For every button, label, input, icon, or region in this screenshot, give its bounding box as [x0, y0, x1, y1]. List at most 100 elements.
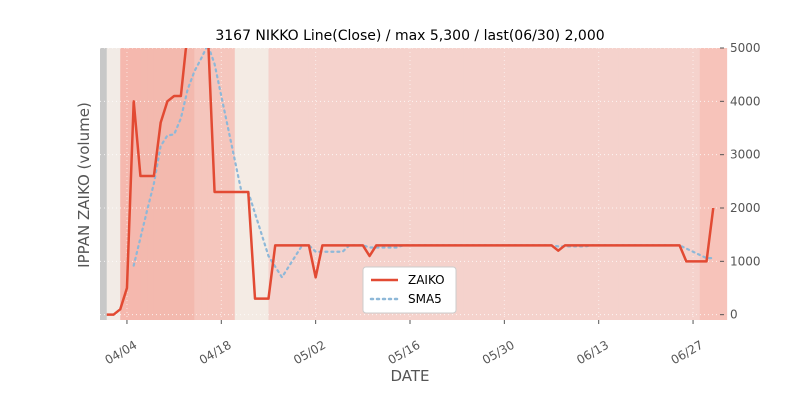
day-band: [106, 48, 114, 320]
day-band: [578, 48, 586, 320]
day-band: [160, 48, 168, 320]
day-band: [693, 48, 701, 320]
day-band: [396, 48, 404, 320]
day-band: [679, 48, 687, 320]
day-band: [470, 48, 478, 320]
day-band: [376, 48, 384, 320]
day-band: [234, 48, 242, 320]
y-axis-label: IPPAN ZAIKO (volume): [75, 102, 93, 268]
day-band: [369, 48, 377, 320]
day-band: [416, 48, 424, 320]
day-band: [133, 48, 141, 320]
day-band: [517, 48, 525, 320]
day-band: [511, 48, 519, 320]
day-band: [201, 48, 209, 320]
day-band: [720, 48, 728, 320]
day-band: [585, 48, 593, 320]
day-band: [383, 48, 391, 320]
day-band: [302, 48, 310, 320]
day-band: [639, 48, 647, 320]
day-band: [214, 48, 222, 320]
day-band: [221, 48, 229, 320]
legend-label-zaiko: ZAIKO: [408, 273, 445, 287]
legend-label-sma5: SMA5: [408, 292, 442, 306]
legend: ZAIKO SMA5: [362, 266, 457, 314]
day-band: [686, 48, 694, 320]
day-band: [706, 48, 714, 320]
day-band: [713, 48, 721, 320]
day-band: [194, 48, 202, 320]
day-band: [261, 48, 269, 320]
day-band: [645, 48, 654, 320]
day-band: [544, 48, 552, 320]
day-band: [463, 48, 472, 320]
day-band: [255, 48, 263, 320]
day-band: [295, 48, 303, 320]
day-band: [443, 48, 451, 320]
day-band: [484, 48, 492, 320]
day-band: [632, 48, 640, 320]
day-band: [241, 48, 249, 320]
day-band: [120, 48, 128, 320]
day-band: [430, 48, 438, 320]
day-band: [605, 48, 613, 320]
day-band: [490, 48, 499, 320]
day-band: [335, 48, 344, 320]
day-band: [450, 48, 458, 320]
series-layer: [106, 48, 715, 316]
day-band: [457, 48, 465, 320]
day-band: [288, 48, 296, 320]
y-tick-label: 4000: [730, 94, 761, 108]
background-bands: [100, 48, 728, 320]
plot-area: [100, 47, 728, 320]
day-band: [625, 48, 633, 320]
day-band: [174, 48, 182, 320]
day-band: [571, 48, 579, 320]
day-band: [538, 48, 546, 320]
day-band: [699, 48, 707, 320]
day-band: [598, 48, 606, 320]
grid: [100, 47, 720, 320]
day-band: [140, 48, 148, 320]
y-tick-label: 1000: [730, 254, 761, 268]
day-band: [477, 48, 485, 320]
day-band: [167, 48, 175, 320]
day-band: [551, 48, 559, 320]
day-band: [100, 48, 108, 320]
y-tick-label: 5000: [730, 41, 761, 55]
day-band: [228, 48, 236, 320]
day-band: [497, 48, 505, 320]
day-band: [356, 48, 364, 320]
day-band: [410, 48, 418, 320]
day-band: [652, 48, 660, 320]
day-band: [113, 48, 121, 320]
day-band: [275, 48, 283, 320]
day-band: [147, 48, 155, 320]
day-band: [591, 48, 600, 320]
day-band: [180, 48, 189, 320]
day-band: [618, 48, 627, 320]
day-band: [349, 48, 357, 320]
day-band: [504, 48, 512, 320]
day-band: [389, 48, 397, 320]
day-band: [436, 48, 445, 320]
day-band: [666, 48, 674, 320]
day-band: [403, 48, 411, 320]
day-band: [207, 48, 215, 320]
day-band: [315, 48, 323, 320]
x-axis-label: DATE: [390, 367, 429, 385]
y-tick-label: 3000: [730, 148, 761, 162]
day-band: [281, 48, 290, 320]
series-line-zaiko: [106, 48, 715, 316]
day-band: [565, 48, 573, 320]
y-tick-label: 0: [730, 308, 738, 322]
y-axis-ticks: 0 1000 2000 3000 4000 5000: [720, 41, 761, 322]
day-band: [342, 48, 350, 320]
day-band: [423, 48, 431, 320]
day-band: [268, 48, 276, 320]
y-tick-label: 2000: [730, 201, 761, 215]
day-band: [531, 48, 539, 320]
day-band: [659, 48, 667, 320]
day-band: [329, 48, 337, 320]
